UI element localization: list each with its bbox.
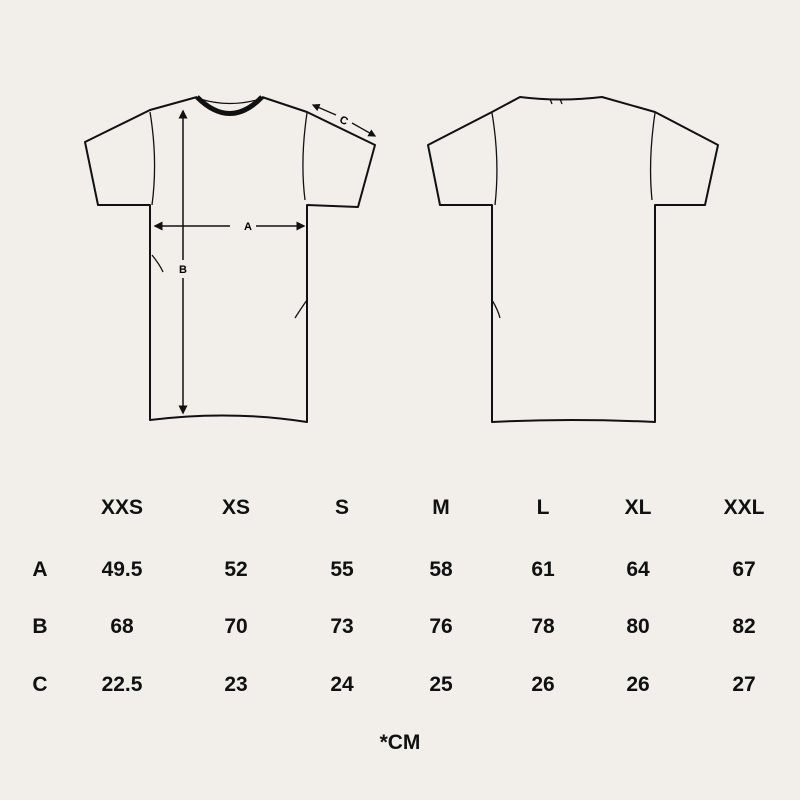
measurement-a: A (153, 221, 306, 233)
table-cell: 52 (224, 558, 248, 581)
row-label: B (32, 615, 48, 638)
table-cell: 22.5 (101, 673, 143, 696)
table-cell: 26 (626, 673, 650, 696)
table-cell: 27 (732, 673, 756, 696)
size-header: M (432, 496, 450, 519)
tshirt-front (84, 95, 376, 423)
tshirt-back (427, 96, 719, 423)
table-cell: 58 (429, 558, 453, 581)
table-cell: 76 (429, 615, 453, 638)
size-header: XL (624, 496, 652, 519)
table-cell: 26 (531, 673, 555, 696)
size-header: S (334, 496, 350, 519)
measurement-c: C (311, 104, 377, 137)
label-c: C (337, 114, 349, 128)
label-a: A (244, 221, 252, 233)
table-cell: 78 (531, 615, 555, 638)
size-header: XXS (100, 496, 144, 519)
table-cell: 64 (626, 558, 650, 581)
table-cell: 67 (732, 558, 756, 581)
size-header: XXL (723, 496, 765, 519)
row-label: A (32, 558, 48, 581)
tshirt-diagrams: A B C (84, 95, 719, 423)
row-label: C (32, 673, 48, 696)
table-cell: 24 (330, 673, 354, 696)
table-cell: 61 (531, 558, 555, 581)
table-cell: 25 (429, 673, 453, 696)
table-cell: 55 (330, 558, 354, 581)
size-header: XS (221, 496, 251, 519)
unit-note: *CM (379, 731, 421, 754)
size-header: L (536, 496, 550, 519)
table-cell: 70 (224, 615, 248, 638)
table-cell: 49.5 (101, 558, 143, 581)
table-cell: 82 (732, 615, 756, 638)
measurement-b: B (178, 109, 188, 415)
table-cell: 73 (330, 615, 354, 638)
table-cell: 80 (626, 615, 650, 638)
table-cell: 23 (224, 673, 248, 696)
label-b: B (179, 264, 187, 276)
table-cell: 68 (110, 615, 134, 638)
